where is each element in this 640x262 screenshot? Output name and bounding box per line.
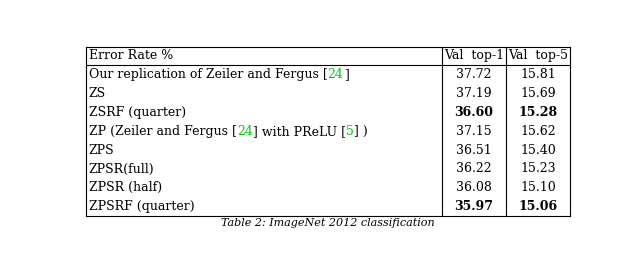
Text: 37.15: 37.15 xyxy=(456,125,492,138)
Text: 36.22: 36.22 xyxy=(456,162,492,176)
Text: Val  top-1: Val top-1 xyxy=(444,50,504,62)
Text: 15.40: 15.40 xyxy=(520,144,556,157)
Text: 15.81: 15.81 xyxy=(520,68,556,81)
Text: 36.51: 36.51 xyxy=(456,144,492,157)
Text: 15.62: 15.62 xyxy=(520,125,556,138)
Text: 15.06: 15.06 xyxy=(518,200,557,213)
Text: ZPS: ZPS xyxy=(89,144,115,157)
Text: ZPSR(full): ZPSR(full) xyxy=(89,162,154,176)
Text: 15.69: 15.69 xyxy=(520,87,556,100)
Text: Error Rate %: Error Rate % xyxy=(89,50,173,62)
Text: 37.19: 37.19 xyxy=(456,87,492,100)
Text: 5: 5 xyxy=(346,125,353,138)
Text: ZSRF (quarter): ZSRF (quarter) xyxy=(89,106,186,119)
Text: Val  top-5: Val top-5 xyxy=(508,50,568,62)
Text: 24: 24 xyxy=(237,125,253,138)
Text: ] ): ] ) xyxy=(353,125,367,138)
Text: 15.23: 15.23 xyxy=(520,162,556,176)
Text: ZPSR (half): ZPSR (half) xyxy=(89,181,162,194)
Text: ZPSRF (quarter): ZPSRF (quarter) xyxy=(89,200,195,213)
Text: 37.72: 37.72 xyxy=(456,68,492,81)
Text: 36.60: 36.60 xyxy=(454,106,493,119)
Text: 15.10: 15.10 xyxy=(520,181,556,194)
Text: 24: 24 xyxy=(328,68,344,81)
Text: ]: ] xyxy=(344,68,348,81)
Text: 36.08: 36.08 xyxy=(456,181,492,194)
Text: 15.28: 15.28 xyxy=(518,106,557,119)
Text: ] with PReLU [: ] with PReLU [ xyxy=(253,125,346,138)
Text: Table 2: ImageNet 2012 classification: Table 2: ImageNet 2012 classification xyxy=(221,218,435,228)
Text: 35.97: 35.97 xyxy=(454,200,493,213)
Text: ZS: ZS xyxy=(89,87,106,100)
Text: ZP (Zeiler and Fergus [: ZP (Zeiler and Fergus [ xyxy=(89,125,237,138)
Text: Our replication of Zeiler and Fergus [: Our replication of Zeiler and Fergus [ xyxy=(89,68,328,81)
